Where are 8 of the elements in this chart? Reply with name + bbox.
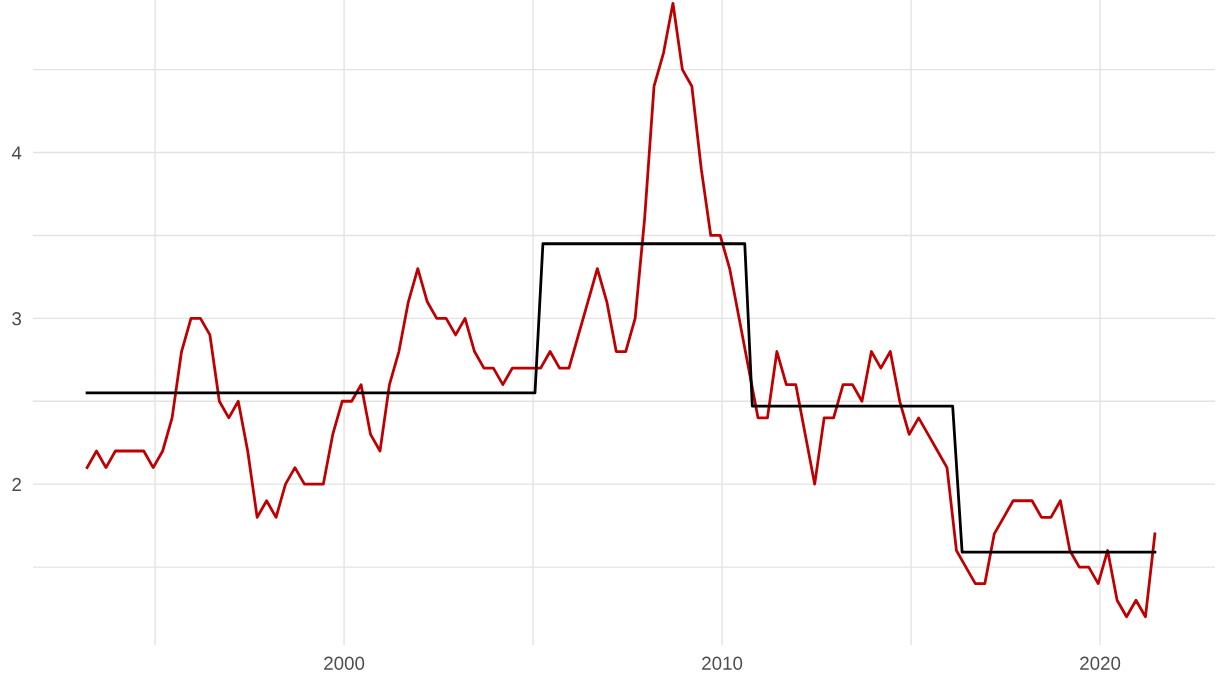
y-tick-label: 3 bbox=[12, 312, 22, 326]
y-tick-label: 4 bbox=[11, 146, 22, 160]
line-series bbox=[85, 242, 1157, 554]
y-tick-label: 2 bbox=[12, 477, 21, 491]
x-tick-label: 2000 bbox=[324, 656, 365, 670]
x-tick-label: 2020 bbox=[1080, 656, 1121, 670]
x-tick-label: 2010 bbox=[702, 656, 743, 670]
line-series bbox=[85, 1, 1157, 619]
